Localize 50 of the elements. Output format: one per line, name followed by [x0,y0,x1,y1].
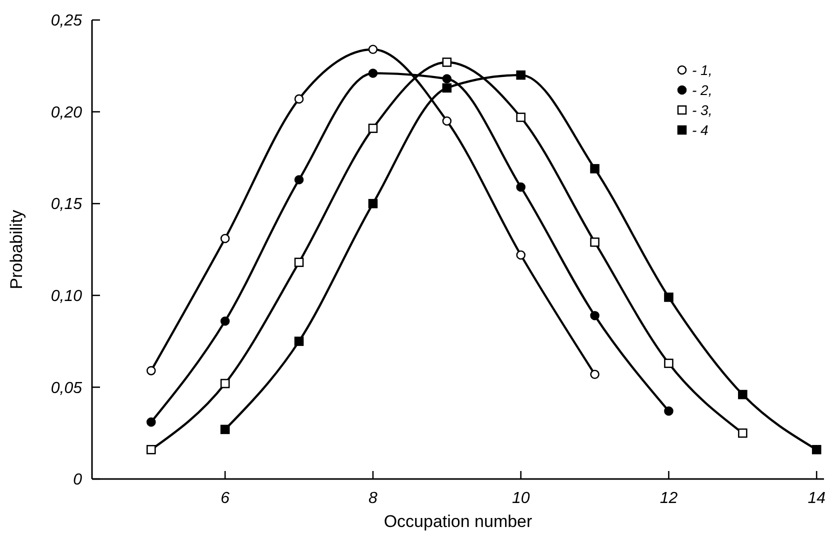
point [220,316,230,326]
legend-label: - 3, [692,102,712,118]
y-tick-label: 0,10 [50,288,82,305]
x-tick-label: 10 [512,490,530,507]
point [368,124,378,133]
point [516,112,526,122]
point [516,250,526,260]
point [442,74,452,84]
point [368,68,378,78]
x-tick-label: 6 [220,490,230,507]
x-tick-label: 8 [368,490,378,507]
point [812,444,822,454]
point [590,238,600,247]
point [590,164,600,174]
point [590,370,600,379]
point [368,44,378,54]
point [738,428,748,438]
point [146,417,156,427]
legend-label: - 1, [692,62,712,78]
point [294,94,304,104]
point [664,406,674,416]
point [664,292,674,302]
legend-label: - 2, [692,82,712,98]
y-tick-label: 0 [73,472,82,489]
point [442,83,452,93]
y-tick-label: 0,15 [50,196,82,214]
point [294,336,304,346]
legend-label: - 4 [692,122,709,138]
y-tick-label: 0,20 [50,104,82,122]
point [294,175,304,184]
point [220,378,230,388]
y-tick-label: 0,25 [50,12,82,30]
point [220,424,230,434]
point [294,258,304,267]
point [516,70,526,80]
point [220,234,230,244]
point [146,444,156,454]
point [664,358,674,368]
point [516,182,526,192]
x-tick-label: 14 [808,490,826,507]
point [442,58,452,67]
y-axis-title: Probability [7,209,26,290]
x-tick-label: 12 [660,490,678,507]
point [368,198,378,208]
point [738,390,748,400]
point [146,366,156,376]
y-tick-label: 0,05 [50,380,82,397]
x-axis-title: Occupation number [384,512,533,531]
point [590,310,600,320]
point [442,116,452,126]
